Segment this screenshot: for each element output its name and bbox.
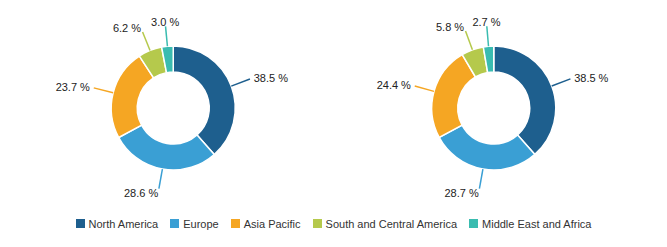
- html-text:South and Central America: South and Central America: [325, 217, 457, 230]
- svg-text:28.7 %: 28.7 %: [444, 187, 478, 199]
- svg-text:3.0 %: 3.0 %: [151, 16, 179, 28]
- svg-text:38.5 %: 38.5 %: [574, 72, 608, 84]
- svg-text:23.7 %: 23.7 %: [56, 81, 90, 93]
- svg-text:38.5 %: 38.5 %: [254, 72, 288, 84]
- svg-text:24.4 %: 24.4 %: [377, 79, 411, 91]
- svg-text:6.2 %: 6.2 %: [113, 22, 141, 34]
- svg-text:2.7 %: 2.7 %: [472, 16, 500, 28]
- html-text:Middle East and Africa: Middle East and Africa: [482, 217, 592, 230]
- html-text:Asia Pacific: Asia Pacific: [243, 217, 301, 230]
- svg-text:28.6 %: 28.6 %: [124, 187, 158, 199]
- html-text:Europe: Europe: [183, 217, 219, 230]
- html-text:North America: North America: [88, 217, 159, 230]
- svg-text:5.8 %: 5.8 %: [436, 21, 464, 33]
